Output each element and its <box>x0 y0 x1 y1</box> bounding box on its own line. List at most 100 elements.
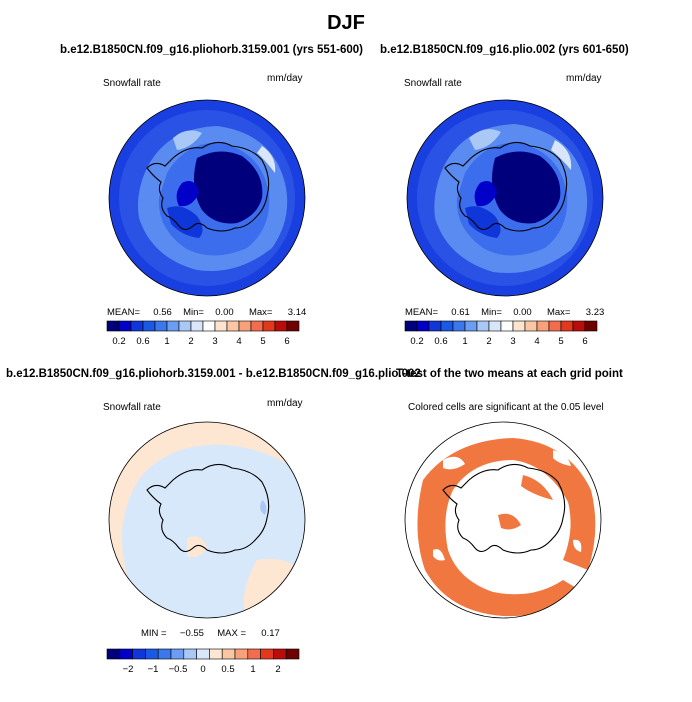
panel-3-max-label: MAX = <box>217 628 246 639</box>
panel-3-tick: 1 <box>250 664 256 675</box>
panel-3-tick: −2 <box>122 664 134 675</box>
colorbar-box <box>154 320 168 332</box>
panel-1-max-value: 3.14 <box>287 307 307 318</box>
colorbar-box <box>464 320 478 332</box>
panel-4-significance-label: Colored cells are significant at the 0.0… <box>408 402 604 413</box>
panel-2-tick: 1 <box>462 336 468 347</box>
colorbar-box <box>440 320 454 332</box>
colorbar-box <box>166 320 180 332</box>
colorbar-box <box>170 648 185 660</box>
colorbar-box <box>202 320 216 332</box>
panel-3-units-label: mm/day <box>267 398 303 409</box>
panel-1-tick: 5 <box>260 336 266 347</box>
panel-2-units-label: mm/day <box>566 73 602 84</box>
panel-1-min-value: 0.00 <box>215 307 234 318</box>
panel-1-tick: 3 <box>212 336 218 347</box>
panel-3-tick: −1 <box>147 664 159 675</box>
panel-1-stats: MEAN= 0.56 Min= 0.00 Max= 3.14 <box>107 307 306 318</box>
colorbar-box <box>488 320 502 332</box>
figure-title: DJF <box>327 12 365 34</box>
colorbar-box <box>536 320 550 332</box>
panel-2-tick: 0.6 <box>434 336 448 347</box>
colorbar-box <box>452 320 466 332</box>
panel-2-map <box>406 99 604 297</box>
colorbar-box <box>476 320 490 332</box>
colorbar-box <box>250 320 264 332</box>
panel-1-max-label: Max= <box>248 307 273 318</box>
colorbar-box <box>214 320 228 332</box>
colorbar-box <box>226 320 240 332</box>
panel-3-tick: 0.5 <box>221 664 235 675</box>
panel-1-units-label: mm/day <box>267 73 303 84</box>
panel-1-mean-value: 0.56 <box>153 307 172 318</box>
panel-3-tick: −0.5 <box>168 664 188 675</box>
panel-1-variable-label: Snowfall rate <box>103 78 161 89</box>
panel-2-min-label: Min= <box>481 307 502 318</box>
panel-3-variable-label: Snowfall rate <box>103 402 161 413</box>
panel-1-map <box>108 99 306 297</box>
panel-2-tick: 4 <box>534 336 540 347</box>
colorbar-box <box>190 320 204 332</box>
colorbar-box <box>247 648 261 660</box>
colorbar-box <box>404 320 418 332</box>
panel-2-tick: 2 <box>486 336 492 347</box>
panel-2-colorbar <box>404 320 598 332</box>
panel-1-colorbar <box>106 320 300 332</box>
colorbar-box <box>183 648 197 660</box>
panel-3-colorbar <box>106 648 300 660</box>
colorbar-box <box>548 320 562 332</box>
colorbar-box <box>145 648 159 660</box>
colorbar-box <box>106 320 120 332</box>
panel-3-map <box>108 421 306 619</box>
panel-1-tick: 0.2 <box>112 336 126 347</box>
colorbar-box <box>119 648 133 660</box>
panel-2-stats: MEAN= 0.61 Min= 0.00 Max= 3.23 <box>405 307 604 318</box>
colorbar-box <box>238 320 252 332</box>
panel-3-min-value: −0.55 <box>179 628 204 639</box>
colorbar-box <box>584 320 598 332</box>
panel-1-min-label: Min= <box>183 307 204 318</box>
colorbar-box <box>106 648 121 660</box>
panel-2-tick: 0.2 <box>410 336 424 347</box>
colorbar-box <box>273 648 287 660</box>
colorbar-box <box>524 320 538 332</box>
colorbar-box <box>416 320 430 332</box>
panel-2-title: b.e12.B1850CN.f09_g16.plio.002 (yrs 601-… <box>380 44 629 56</box>
panel-2-max-label: Max= <box>546 307 571 318</box>
colorbar-box <box>142 320 156 332</box>
colorbar-box <box>262 320 276 332</box>
panel-1-tick: 2 <box>188 336 194 347</box>
panel-2-tick: 6 <box>582 336 588 347</box>
colorbar-box <box>132 648 146 660</box>
panel-3-max-value: 0.17 <box>261 628 280 639</box>
colorbar-box <box>274 320 288 332</box>
colorbar-box <box>512 320 526 332</box>
panel-2-min-value: 0.00 <box>513 307 532 318</box>
panel-2-mean-value: 0.61 <box>451 307 470 318</box>
panel-1-tick: 0.6 <box>136 336 150 347</box>
colorbar-box <box>500 320 514 332</box>
panel-3-title: b.e12.B1850CN.f09_g16.pliohorb.3159.001 … <box>6 368 421 380</box>
colorbar-box <box>234 648 249 660</box>
panel-2-max-value: 3.23 <box>585 307 605 318</box>
panel-3-min-label: MIN = <box>141 628 167 639</box>
colorbar-box <box>221 648 236 660</box>
colorbar-box <box>157 648 172 660</box>
panel-1-tick: 4 <box>236 336 242 347</box>
panel-1-title: b.e12.B1850CN.f09_g16.pliohorb.3159.001 … <box>60 44 363 56</box>
colorbar-box <box>209 648 223 660</box>
panel-3-tick: 0 <box>200 664 206 675</box>
panel-4-title: T-test of the two means at each grid poi… <box>396 368 623 380</box>
panel-3-tick: 2 <box>275 664 281 675</box>
colorbar-box <box>428 320 442 332</box>
colorbar-box <box>118 320 132 332</box>
panel-2-tick: 3 <box>510 336 516 347</box>
colorbar-box <box>178 320 192 332</box>
panel-2-tick: 5 <box>558 336 564 347</box>
colorbar-box <box>572 320 586 332</box>
panel-4-map <box>404 421 602 619</box>
colorbar-box <box>260 648 274 660</box>
panel-1-tick: 1 <box>164 336 170 347</box>
panel-1-tick: 6 <box>284 336 290 347</box>
colorbar-box <box>130 320 144 332</box>
